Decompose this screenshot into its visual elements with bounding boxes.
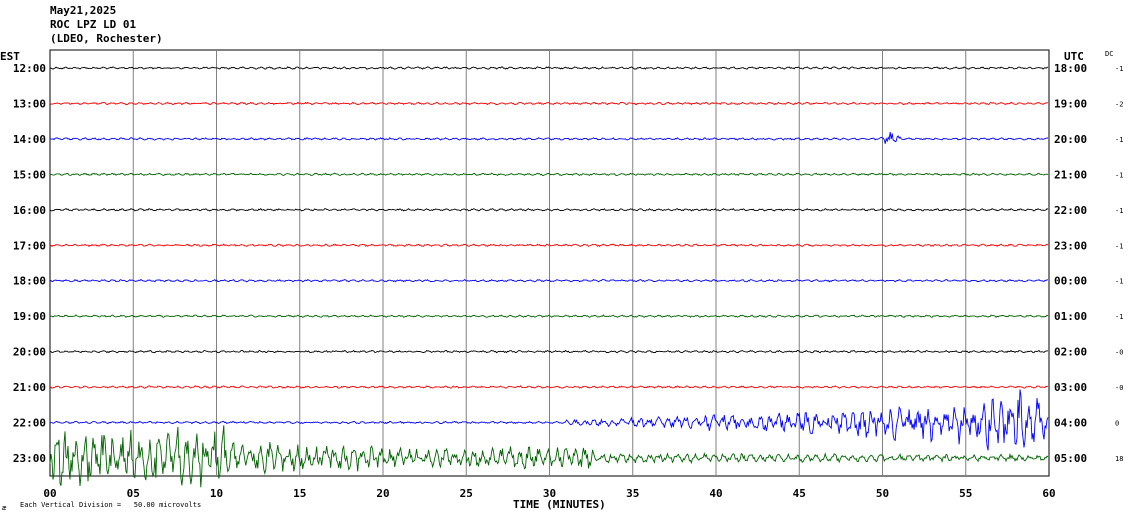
trace-line [49,101,1049,106]
dc-offset-label: -1 [1115,136,1123,144]
dc-title: DC [1105,50,1113,58]
x-tick-label: 20 [376,487,389,500]
est-time-label: 12:00 [13,62,46,75]
dc-offset-label: -0 [1115,349,1123,357]
dc-offset-label: -2 [1115,100,1123,108]
est-time-label: 17:00 [13,239,46,252]
utc-time-label: 03:00 [1054,381,1087,394]
utc-time-label: 01:00 [1054,310,1087,323]
dc-offset-label: -1 [1115,207,1123,215]
x-tick-label: 25 [460,487,473,500]
dc-offset-label: -0 [1115,384,1123,392]
utc-time-label: 04:00 [1054,417,1087,430]
dc-offset-label: 18 [1115,455,1123,463]
utc-time-label: 05:00 [1054,452,1087,465]
est-time-label: 22:00 [13,417,46,430]
x-tick-label: 00 [43,487,56,500]
trace-line [49,66,1049,70]
seismic-traces [49,66,1049,488]
dc-offset-label: -1 [1115,242,1123,250]
station-header: May21,2025 ROC LPZ LD 01 (LDEO, Rocheste… [50,4,163,46]
plot-grid [49,49,1050,477]
utc-time-label: 21:00 [1054,168,1087,181]
trace-line [50,131,1048,144]
dc-offset-label: -1 [1115,313,1123,321]
x-tick-label: 05 [127,487,140,500]
trace-line [49,389,1049,451]
x-tick-label: 30 [543,487,556,500]
est-axis-title: EST [0,50,20,63]
est-time-label: 19:00 [13,310,46,323]
x-tick-label: 35 [626,487,639,500]
x-tick-label: 50 [876,487,889,500]
trace-line [49,243,1049,248]
utc-time-label: 00:00 [1054,275,1087,288]
trace-line [49,385,1049,389]
utc-time-label: 23:00 [1054,239,1087,252]
dc-offset-label: -1 [1115,278,1123,286]
dc-offset-label: 0 [1115,420,1119,428]
utc-time-label: 19:00 [1054,97,1087,110]
trace-line [49,425,1049,488]
est-time-label: 16:00 [13,204,46,217]
dc-offset-label: -1 [1115,171,1123,179]
x-tick-label: 10 [210,487,223,500]
scale-note: Each Vertical Division = 50.00 microvolt… [20,501,201,509]
trace-line [49,314,1049,318]
x-tick-label: 60 [1042,487,1055,500]
header-station: ROC LPZ LD 01 [50,18,137,31]
utc-time-label: 18:00 [1054,62,1087,75]
axis-labels: 00 05 10 15 20 25 30 35 40 45 50 55 60 12:00 18:00 -1 13… [13,62,1124,500]
x-tick-label: 15 [293,487,306,500]
trace-line [49,278,1048,283]
x-tick-label: 40 [709,487,722,500]
utc-axis-title: UTC [1064,50,1084,63]
corner-mark: æ [2,504,7,512]
trace-line [50,349,1049,354]
utc-time-label: 20:00 [1054,133,1087,146]
est-time-label: 18:00 [13,275,46,288]
utc-time-label: 22:00 [1054,204,1087,217]
x-tick-label: 45 [793,487,806,500]
trace-line [49,172,1049,177]
est-time-label: 20:00 [13,346,46,359]
dc-offset-label: -1 [1115,65,1123,73]
header-network: (LDEO, Rochester) [50,32,163,45]
utc-time-label: 02:00 [1054,346,1087,359]
trace-line [49,208,1049,212]
est-time-label: 15:00 [13,168,46,181]
est-time-label: 14:00 [13,133,46,146]
est-time-label: 21:00 [13,381,46,394]
est-time-label: 23:00 [13,452,46,465]
est-time-label: 13:00 [13,97,46,110]
x-axis-title: TIME (MINUTES) [513,498,606,511]
x-tick-label: 55 [959,487,972,500]
header-date: May21,2025 [50,4,117,17]
